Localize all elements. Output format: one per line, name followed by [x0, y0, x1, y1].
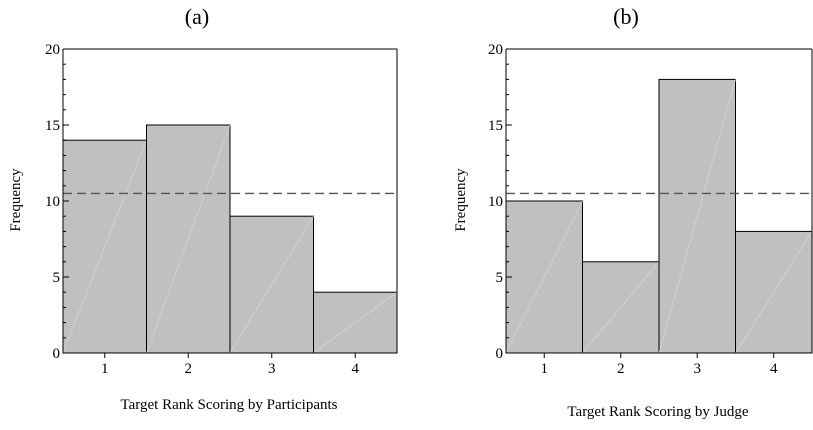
panel-b-bar-2-shading: [582, 261, 660, 354]
panel-b-xlabel: Target Rank Scoring by Judge: [567, 404, 748, 420]
panel-b-x-tick-label-4: 4: [770, 361, 778, 377]
panel-b-bar-4-shading: [735, 231, 813, 354]
panel-b-label: (b): [613, 4, 639, 29]
panel-b-y-tick-label-0: 0: [496, 346, 504, 362]
panel-a-y-tick-label-20: 20: [45, 42, 60, 58]
panel-a-x-tick-label-4: 4: [352, 361, 360, 377]
panel-a-y-tick-label-10: 10: [45, 194, 60, 210]
panel-a-bar-2-shading: [146, 124, 231, 354]
panel-a-x-tick-label-3: 3: [268, 361, 276, 377]
panel-a-bar-1-shading: [62, 140, 147, 354]
panel-a-y-tick-label-15: 15: [45, 118, 60, 134]
panel-a-x-ticks: 1 2 3 4: [101, 353, 360, 377]
panel-b: (b) Frequency 0 5 10 15 20 1 2 3 4 Target Rank …: [453, 4, 813, 420]
panel-b-y-tick-label-5: 5: [496, 270, 504, 286]
panel-b-y-ticks: 0 5 10 15 20: [488, 42, 512, 362]
panel-a-bar-4-shading: [313, 291, 398, 354]
panel-a-x-tick-label-2: 2: [185, 361, 193, 377]
panel-a-y-tick-label-0: 0: [53, 346, 61, 362]
panel-a-ylabel: Frequency: [8, 168, 24, 232]
panel-b-y-tick-label-10: 10: [488, 194, 503, 210]
panel-a-xlabel: Target Rank Scoring by Participants: [121, 397, 338, 413]
panel-a-y-ticks: 0 5 10 15 20: [45, 42, 69, 362]
panel-b-x-ticks: 1 2 3 4: [541, 353, 778, 377]
panel-b-x-tick-label-3: 3: [694, 361, 702, 377]
panel-a-bars: [62, 124, 398, 354]
panel-b-bar-1-shading: [505, 200, 583, 354]
panel-b-y-tick-label-20: 20: [488, 42, 503, 58]
panel-b-bars: [505, 78, 813, 354]
panel-b-bar-3-shading: [658, 79, 736, 354]
panel-a-bar-3-shading: [229, 215, 314, 354]
panel-a-label: (a): [185, 4, 209, 29]
panel-b-x-tick-label-1: 1: [541, 361, 549, 377]
panel-b-x-tick-label-2: 2: [617, 361, 625, 377]
panel-b-ylabel: Frequency: [453, 168, 469, 232]
panel-a-x-tick-label-1: 1: [101, 361, 109, 377]
panel-a: (a) Frequency 0 5 10 15 20 1 2 3 4 Target Rank …: [8, 4, 398, 413]
panel-a-y-tick-label-5: 5: [53, 270, 61, 286]
panel-b-y-tick-label-15: 15: [488, 118, 503, 134]
